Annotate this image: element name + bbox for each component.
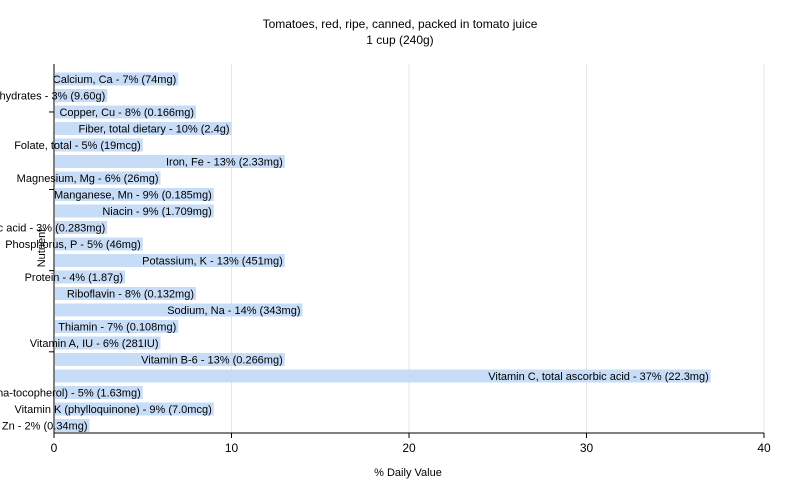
bar xyxy=(55,402,214,416)
data-label: Riboflavin - 8% (0.132mg) xyxy=(67,289,194,301)
data-label: Phosphorus, P - 5% (46mg) xyxy=(5,239,141,251)
bar xyxy=(55,155,285,168)
data-label: Calcium, Ca - 7% (74mg) xyxy=(53,74,176,86)
x-tick-label: 0 xyxy=(51,441,58,455)
bar xyxy=(55,386,143,399)
data-label: Niacin - 9% (1.709mg) xyxy=(102,206,211,218)
bar xyxy=(55,204,214,218)
data-label: Vitamin A, IU - 6% (281IU) xyxy=(30,338,159,350)
data-label: Carbohydrates - 3% (9.60g) xyxy=(0,91,105,103)
data-label: Pantothenic acid - 3% (0.283mg) xyxy=(0,223,105,235)
x-axis-label: % Daily Value xyxy=(374,467,442,479)
x-axis-ticks: 0 10 20 30 40 xyxy=(51,433,771,455)
data-label: Potassium, K - 13% (451mg) xyxy=(142,256,283,268)
data-label: Zinc, Zn - 2% (0.34mg) xyxy=(0,421,88,433)
bar xyxy=(55,303,303,317)
x-tick-label: 30 xyxy=(580,441,594,455)
bar xyxy=(55,105,196,119)
bar xyxy=(55,122,232,135)
data-label: Sodium, Na - 14% (343mg) xyxy=(167,305,300,317)
bar xyxy=(55,369,711,383)
data-label: Vitamin B-6 - 13% (0.266mg) xyxy=(141,355,283,367)
bar xyxy=(55,221,108,234)
bar xyxy=(55,270,125,284)
x-tick-label: 10 xyxy=(225,441,239,455)
bars: Calcium, Ca - 7% (74mg) Carbohydrates - 3… xyxy=(0,72,711,433)
bar xyxy=(55,320,179,333)
data-label: Copper, Cu - 8% (0.166mg) xyxy=(59,107,194,119)
data-label: Folate, total - 5% (19mcg) xyxy=(14,140,141,152)
bar xyxy=(55,188,214,201)
x-tick-label: 40 xyxy=(757,441,771,455)
data-label: Manganese, Mn - 9% (0.185mg) xyxy=(54,190,212,202)
bar xyxy=(55,419,90,432)
bar xyxy=(55,336,161,350)
bar xyxy=(55,72,179,86)
bar xyxy=(55,287,196,300)
bar xyxy=(55,254,285,267)
data-label: Thiamin - 7% (0.108mg) xyxy=(58,322,176,334)
bar xyxy=(55,171,161,185)
bar xyxy=(55,353,285,366)
data-label: Vitamin C, total ascorbic acid - 37% (22… xyxy=(488,371,709,383)
data-label: Protein - 4% (1.87g) xyxy=(25,272,123,284)
bar xyxy=(55,89,108,102)
data-label: Magnesium, Mg - 6% (26mg) xyxy=(17,173,159,185)
y-axis-label: Nutrient xyxy=(36,229,48,268)
data-label: Vitamin E (alpha-tocopherol) - 5% (1.63m… xyxy=(0,388,141,400)
bar xyxy=(55,138,143,152)
chart-subtitle: 1 cup (240g) xyxy=(366,33,433,47)
data-label: Vitamin K (phylloquinone) - 9% (7.0mcg) xyxy=(14,404,211,416)
x-tick-label: 20 xyxy=(402,441,416,455)
bar xyxy=(55,237,143,251)
chart-title: Tomatoes, red, ripe, canned, packed in t… xyxy=(263,17,538,31)
data-label: Fiber, total dietary - 10% (2.4g) xyxy=(78,124,229,136)
data-label: Iron, Fe - 13% (2.33mg) xyxy=(166,157,283,169)
